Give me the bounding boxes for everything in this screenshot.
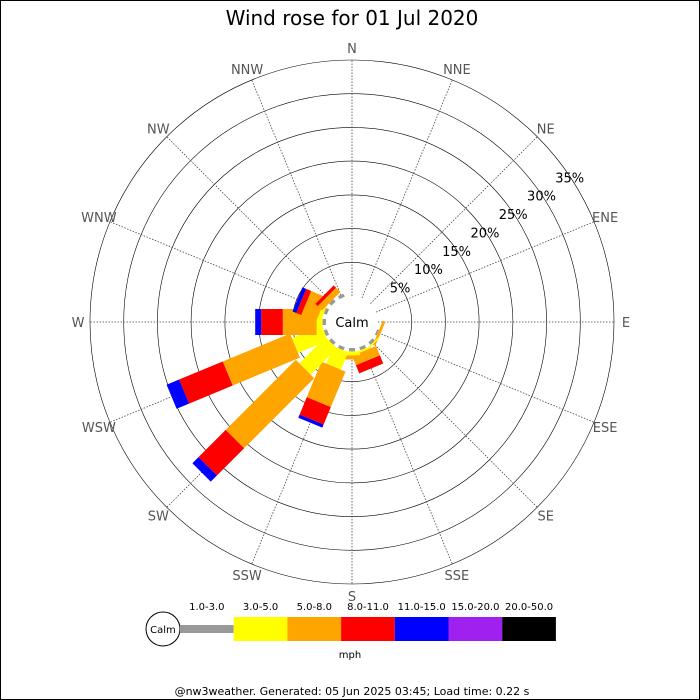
chart-title: Wind rose for 01 Jul 2020 [226,6,479,30]
spoke-nw [166,136,334,304]
direction-label-ssw: SSW [232,569,262,584]
bar-s-0 [349,348,355,352]
bar-w-1 [316,314,323,330]
calm-label: Calm [335,316,368,331]
bar-w-3 [261,309,283,335]
legend-swatch-4 [394,617,449,641]
footer-text: @nw3weather. Generated: 05 Jun 2025 03:4… [175,685,530,698]
bar-sse-2 [352,346,380,366]
spoke-sse [361,345,453,565]
legend-label-6: 20.0-50.0 [505,602,553,613]
ring-35 [89,59,615,585]
spoke-nne [361,79,453,299]
bar-sw-4 [192,457,217,482]
bar-sw-0 [329,338,336,345]
calm-circle [326,296,378,348]
bar-wsw-2 [222,333,300,386]
legend-label-5: 15.0-20.0 [451,602,499,613]
ring-label-30: 30% [527,190,556,205]
ring-label-10: 10% [414,263,443,278]
ring-label-5: 5% [390,282,411,297]
legend-unit: mph [339,650,361,661]
bar-se-0 [368,338,375,345]
ring-labels: 5%10% 15% 20%25% 30% 35% [390,171,584,296]
legend: Calm mph 1.0-3.0 3.0-5.0 5.0-8.0 8.0-11.0 11… [145,602,556,661]
spoke-ene [375,221,595,313]
ring-label-15: 15% [442,245,471,260]
direction-label-w: W [72,316,85,331]
ring-15 [224,194,480,450]
direction-label-wsw: WSW [82,421,116,436]
bar-sse-0 [359,344,366,351]
direction-label-sw: SW [148,510,169,525]
direction-label-ne: NE [537,122,555,137]
bar-nw-3 [315,285,337,307]
bar-ssw-0 [338,344,345,351]
legend-label-0: 1.0-3.0 [189,602,224,613]
bar-wsw-1 [291,325,328,353]
direction-label-s: S [348,590,356,605]
legend-calm-label: Calm [150,625,176,636]
bar-w-0 [322,319,326,325]
legend-swatch-2 [287,617,342,641]
legend-swatch-1 [233,617,288,641]
direction-label-n: N [347,42,357,57]
bar-w-4 [255,309,262,335]
legend-label-1: 3.0-5.0 [243,602,278,613]
bar-wsw-3 [179,361,233,404]
bar-sw-2 [225,359,315,449]
legend-swatch-3 [341,617,395,641]
bar-nw-2 [317,287,341,311]
bar-wnw-4 [292,287,307,313]
direction-label-nnw: NNW [231,63,263,78]
spoke-wnw [109,221,329,313]
ring-label-25: 25% [499,208,528,223]
spoke-se [370,340,538,508]
bar-ese-0 [374,329,379,336]
bar-ssw-2 [306,361,346,408]
direction-label-nw: NW [147,122,170,137]
direction-label-ene: ENE [592,211,618,226]
calm-center: Calm [326,296,378,348]
spoke-nnw [251,79,343,299]
bar-wsw-4 [166,379,190,409]
legend-label-4: 11.0-15.0 [398,602,446,613]
legend-swatch-0 [180,625,234,633]
bar-nnw-0 [338,293,345,300]
bar-sw-1 [299,337,337,375]
ring-label-20: 20% [470,226,499,241]
bar-wnw-2 [301,291,327,322]
bar-sse-3 [355,355,384,374]
ring-20 [190,160,514,484]
direction-label-se: SE [537,510,553,525]
bar-wnw-0 [323,308,330,315]
legend-swatch-5 [448,617,503,641]
legend-label-2: 5.0-8.0 [297,602,332,613]
legend-swatch-6 [502,617,556,641]
bar-ssw-3 [299,397,331,425]
bar-sw-3 [198,429,245,476]
bar-ssw-4 [298,414,324,428]
direction-label-nne: NNE [443,63,471,78]
direction-labels: N NNE NE ENE E ESE SE SSE S SSW SW WSW W WNW NW NNW [72,42,631,605]
bar-wnw-3 [296,288,312,315]
legend-label-3: 8.0-11.0 [347,602,389,613]
direction-label-wnw: WNW [81,211,117,226]
bar-nw-0 [329,299,336,306]
spoke-ese [375,331,595,423]
direction-label-e: E [622,316,630,331]
direction-label-sse: SSE [445,569,470,584]
ring-label-35: 35% [555,171,584,186]
spoke-ne [370,136,538,304]
direction-label-ese: ESE [593,421,618,436]
wind-bars [166,285,386,482]
bar-wsw-0 [323,329,330,336]
